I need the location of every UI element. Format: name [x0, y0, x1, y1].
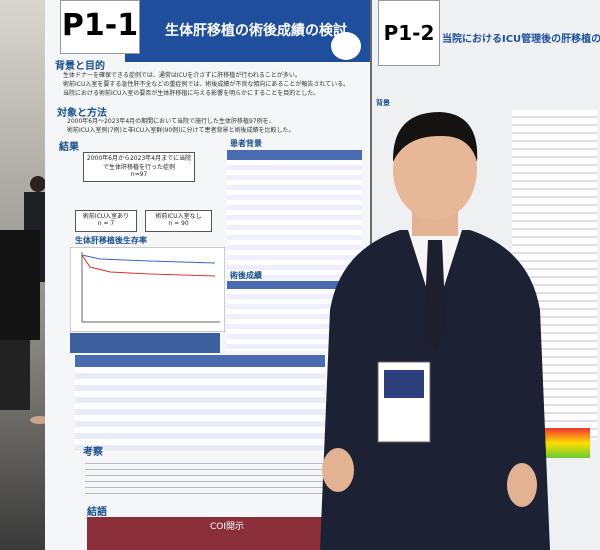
text-line: 術前ICU入室を要する急性肝不全などの重症例では、術後成績が不良な傾向にあること… — [63, 81, 350, 88]
section-heading: 考察 — [83, 447, 103, 458]
text-line: 術前ICU入室例(7例)と非ICU入室群(90例)に分けて患者背景と術後成績を比… — [67, 127, 295, 134]
figure — [540, 428, 590, 458]
poster-title: 当院におけるICU管理後の肝移植の治療 — [442, 34, 600, 45]
section-heading: 結語 — [87, 507, 107, 518]
flow-n: n = 90 — [168, 220, 189, 227]
flow-box: 術前ICU入室あり n = 7 — [75, 210, 137, 232]
logo — [331, 32, 361, 60]
coi-band — [87, 517, 337, 550]
flow-n: n = 7 — [97, 220, 115, 227]
person — [320, 112, 550, 550]
table-heading: 患者背景 — [230, 139, 262, 148]
text-line: 2000年6月〜2023年4月の期間において当院で施行した生体肝移植97例を、 — [67, 118, 275, 125]
section-heading: 背景と目的 — [55, 61, 105, 72]
text-block — [85, 458, 325, 498]
poster-number: P1-1 — [60, 0, 140, 54]
table — [227, 150, 362, 278]
coi-label: COI開示 — [210, 522, 245, 532]
bystanders — [0, 176, 52, 424]
table-heading: 術後成績 — [230, 271, 262, 280]
section-heading: 結果 — [59, 142, 79, 153]
text-line: 当院における術前ICU入室の要否が生体肝移植に与える影響を明らかにすることを目的… — [63, 90, 320, 97]
chart-heading: 生体肝移植後生存率 — [75, 236, 147, 245]
section-heading: 背景 — [376, 99, 390, 107]
poster: P1-1 生体肝移植の術後成績の検討 背景と目的 生体ドナーを確保できる症例では… — [45, 0, 370, 550]
text-line: 生体ドナーを確保できる症例では、通常はICUを介さずに肝移植が行われることが多い… — [63, 72, 301, 79]
survival-chart — [70, 247, 225, 332]
table — [75, 355, 325, 452]
flow-n: n=97 — [130, 171, 148, 178]
table — [70, 333, 220, 353]
poster-number: P1-2 — [378, 0, 440, 66]
flow-text: 2000年6月から2023年4月までに当院で生体肝移植を行った症例 — [86, 155, 192, 171]
flow-text: 術前ICU入室なし — [155, 213, 202, 220]
flow-box: 術前ICU入室なし n = 90 — [145, 210, 212, 232]
poster-header — [125, 0, 370, 62]
section-heading: 対象と方法 — [57, 108, 107, 119]
flow-text: 術前ICU入室あり — [82, 213, 130, 220]
poster-title: 生体肝移植の術後成績の検討 — [165, 23, 347, 39]
flow-box: 2000年6月から2023年4月までに当院で生体肝移植を行った症例 n=97 — [83, 152, 195, 182]
